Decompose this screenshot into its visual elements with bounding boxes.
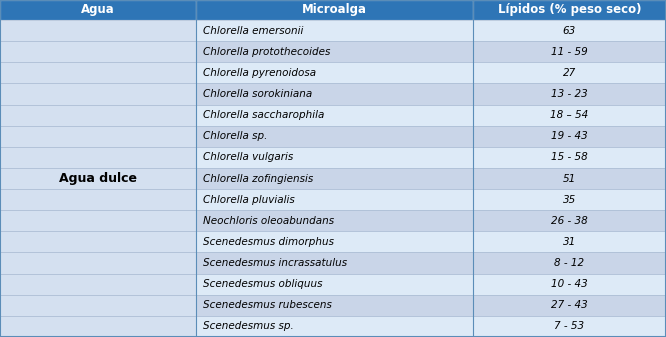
Text: Agua dulce: Agua dulce (59, 172, 137, 185)
Text: 8 - 12: 8 - 12 (554, 258, 585, 268)
Bar (196, 168, 473, 189)
Text: 31: 31 (563, 237, 576, 247)
Bar (196, 252, 473, 274)
Bar (0, 274, 196, 295)
Bar (473, 316, 666, 337)
Bar (473, 104, 666, 126)
Bar (473, 0, 666, 20)
Text: Chlorella vulgaris: Chlorella vulgaris (203, 152, 294, 162)
Bar (0, 147, 196, 168)
Bar (196, 83, 473, 104)
Bar (0, 62, 196, 83)
Bar (473, 83, 666, 104)
Text: 10 - 43: 10 - 43 (551, 279, 588, 289)
Bar (0, 83, 196, 104)
Bar (473, 189, 666, 210)
Text: Chlorella pluvialis: Chlorella pluvialis (203, 195, 295, 205)
Bar (473, 20, 666, 41)
Text: Scenedesmus dimorphus: Scenedesmus dimorphus (203, 237, 334, 247)
Bar (473, 252, 666, 274)
Bar (196, 104, 473, 126)
Text: Chlorella emersonii: Chlorella emersonii (203, 26, 304, 36)
Bar (473, 41, 666, 62)
Bar (196, 147, 473, 168)
Bar (473, 210, 666, 231)
Text: 15 - 58: 15 - 58 (551, 152, 588, 162)
Text: Scenedesmus obliquus: Scenedesmus obliquus (203, 279, 322, 289)
Bar (0, 210, 196, 231)
Text: Scenedesmus rubescens: Scenedesmus rubescens (203, 300, 332, 310)
Text: 63: 63 (563, 26, 576, 36)
Bar (473, 147, 666, 168)
Bar (473, 126, 666, 147)
Text: 18 – 54: 18 – 54 (550, 110, 589, 120)
Text: 27: 27 (563, 68, 576, 78)
Text: 11 - 59: 11 - 59 (551, 47, 588, 57)
Bar (196, 295, 473, 316)
Bar (196, 0, 473, 20)
Text: Chlorella saccharophila: Chlorella saccharophila (203, 110, 324, 120)
Text: Chlorella pyrenoidosa: Chlorella pyrenoidosa (203, 68, 316, 78)
Text: 26 - 38: 26 - 38 (551, 216, 588, 226)
Text: Chlorella zofingiensis: Chlorella zofingiensis (203, 174, 314, 184)
Bar (0, 231, 196, 252)
Text: Chlorella sp.: Chlorella sp. (203, 131, 268, 141)
Bar (0, 20, 196, 41)
Bar (0, 0, 196, 20)
Bar (473, 274, 666, 295)
Bar (196, 126, 473, 147)
Text: 51: 51 (563, 174, 576, 184)
Bar (0, 189, 196, 210)
Text: Neochloris oleoabundans: Neochloris oleoabundans (203, 216, 334, 226)
Text: 19 - 43: 19 - 43 (551, 131, 588, 141)
Bar (196, 316, 473, 337)
Bar (196, 274, 473, 295)
Bar (0, 168, 196, 189)
Bar (0, 126, 196, 147)
Text: Scenedesmus sp.: Scenedesmus sp. (203, 321, 294, 331)
Bar (0, 295, 196, 316)
Text: Lípidos (% peso seco): Lípidos (% peso seco) (498, 3, 641, 17)
Text: Chlorella protothecoides: Chlorella protothecoides (203, 47, 330, 57)
Text: 13 - 23: 13 - 23 (551, 89, 588, 99)
Text: Scenedesmus incrassatulus: Scenedesmus incrassatulus (203, 258, 347, 268)
Text: 7 - 53: 7 - 53 (554, 321, 585, 331)
Bar (0, 252, 196, 274)
Bar (196, 41, 473, 62)
Bar (473, 295, 666, 316)
Text: 35: 35 (563, 195, 576, 205)
Bar (0, 316, 196, 337)
Text: 27 - 43: 27 - 43 (551, 300, 588, 310)
Text: Chlorella sorokiniana: Chlorella sorokiniana (203, 89, 312, 99)
Bar (473, 168, 666, 189)
Bar (0, 104, 196, 126)
Bar (196, 189, 473, 210)
Bar (196, 231, 473, 252)
Bar (196, 62, 473, 83)
Bar (473, 62, 666, 83)
Bar (196, 20, 473, 41)
Bar (0, 41, 196, 62)
Bar (196, 210, 473, 231)
Text: Microalga: Microalga (302, 3, 367, 17)
Text: Agua: Agua (81, 3, 115, 17)
Bar (473, 231, 666, 252)
